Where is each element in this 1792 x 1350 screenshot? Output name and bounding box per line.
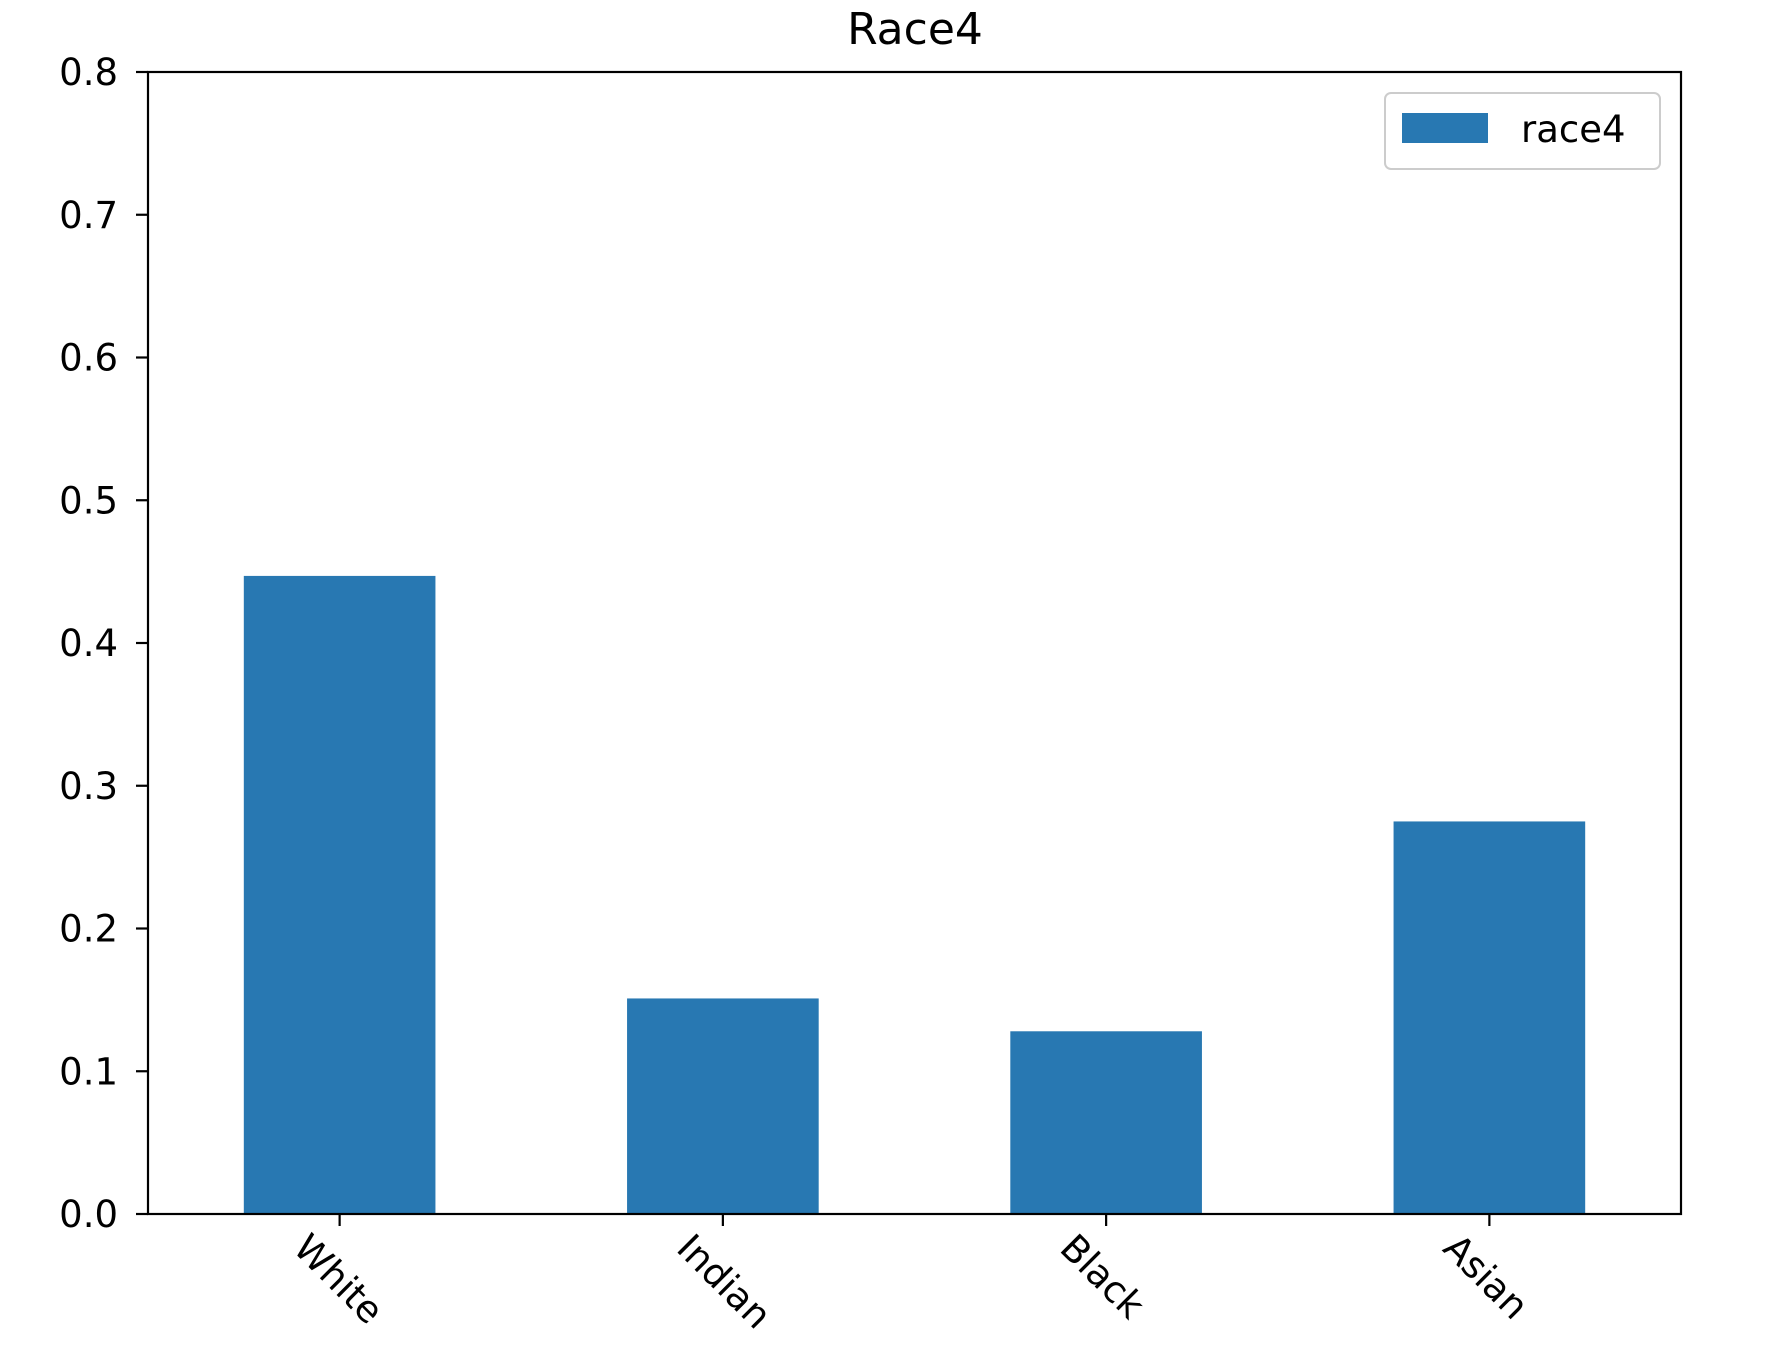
- legend-box: [1384, 92, 1661, 170]
- y-tick-label: 0.7: [59, 194, 118, 237]
- bar-black: [1010, 1031, 1202, 1214]
- y-tick-label: 0.5: [59, 479, 118, 522]
- y-tick-label: 0.4: [59, 622, 118, 665]
- y-tick-label: 0.1: [59, 1050, 118, 1093]
- chart-title: Race4: [847, 4, 983, 55]
- y-tick-label: 0.3: [59, 765, 118, 808]
- bar-indian: [627, 998, 819, 1214]
- y-tick-label: 0.2: [59, 908, 118, 951]
- y-tick-label: 0.0: [59, 1193, 118, 1236]
- bars-group: [243, 575, 1586, 1214]
- bar-white: [243, 575, 436, 1214]
- legend-label: race4: [1521, 108, 1626, 151]
- y-tick-label: 0.8: [59, 51, 118, 94]
- bar-asian: [1393, 821, 1586, 1214]
- legend: race4: [1384, 92, 1661, 170]
- y-axis: 0.0 0.1 0.2 0.3 0.4 0.5 0.6 0.7 0.8: [59, 51, 148, 1236]
- legend-swatch: [1402, 113, 1488, 143]
- y-tick-label: 0.6: [59, 337, 118, 380]
